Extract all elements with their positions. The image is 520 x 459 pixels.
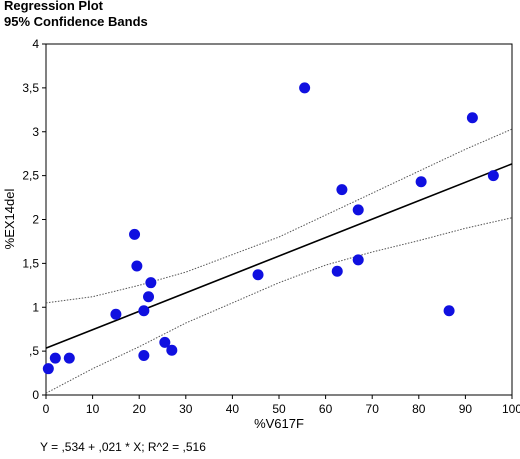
data-point [352, 204, 364, 216]
data-point [299, 82, 311, 94]
data-point [110, 308, 122, 320]
x-tick-label: 30 [179, 402, 193, 416]
x-tick-label: 70 [366, 402, 380, 416]
data-point [443, 305, 455, 317]
x-tick-label: 50 [272, 402, 286, 416]
data-point [252, 269, 264, 281]
data-point [466, 112, 478, 124]
y-tick-label: 2,5 [22, 169, 39, 183]
data-point [63, 352, 75, 364]
data-point [138, 350, 150, 362]
y-tick-label: 1,5 [22, 256, 39, 270]
lower-confidence-band [45, 217, 513, 394]
x-tick-label: 100 [502, 402, 520, 416]
data-point [352, 254, 364, 266]
upper-confidence-band [45, 128, 513, 304]
x-tick-label: 40 [226, 402, 240, 416]
data-point [143, 291, 155, 303]
x-tick-label: 0 [43, 402, 50, 416]
y-axis-label: %EX14del [2, 189, 17, 250]
y-tick-label: 3 [32, 125, 39, 139]
x-tick-label: 60 [319, 402, 333, 416]
y-tick-label: ,5 [29, 344, 39, 358]
data-point [415, 176, 427, 188]
data-point [336, 184, 348, 196]
regression-equation: Y = ,534 + ,021 * X; R^2 = ,516 [40, 440, 206, 454]
data-point [42, 363, 54, 375]
data-point [487, 170, 499, 182]
y-tick-label: 3,5 [22, 81, 39, 95]
x-tick-label: 20 [133, 402, 147, 416]
x-axis-label: %V617F [254, 416, 304, 431]
x-tick-label: 90 [459, 402, 473, 416]
chart-title: Regression Plot [4, 0, 103, 13]
chart-subtitle: 95% Confidence Bands [4, 14, 148, 29]
data-point [159, 336, 171, 348]
x-tick-label: 80 [412, 402, 426, 416]
y-tick-label: 1 [32, 300, 39, 314]
data-point [138, 305, 150, 317]
y-tick-label: 4 [32, 37, 39, 51]
y-tick-label: 2 [32, 213, 39, 227]
data-point [331, 265, 343, 277]
data-point [131, 260, 143, 272]
data-point [145, 277, 157, 289]
data-point [129, 228, 141, 240]
x-tick-label: 10 [86, 402, 100, 416]
y-tick-label: 0 [32, 388, 39, 402]
data-point [166, 344, 178, 356]
data-point [49, 352, 61, 364]
regression-line [45, 163, 513, 349]
plot-area [45, 43, 513, 396]
